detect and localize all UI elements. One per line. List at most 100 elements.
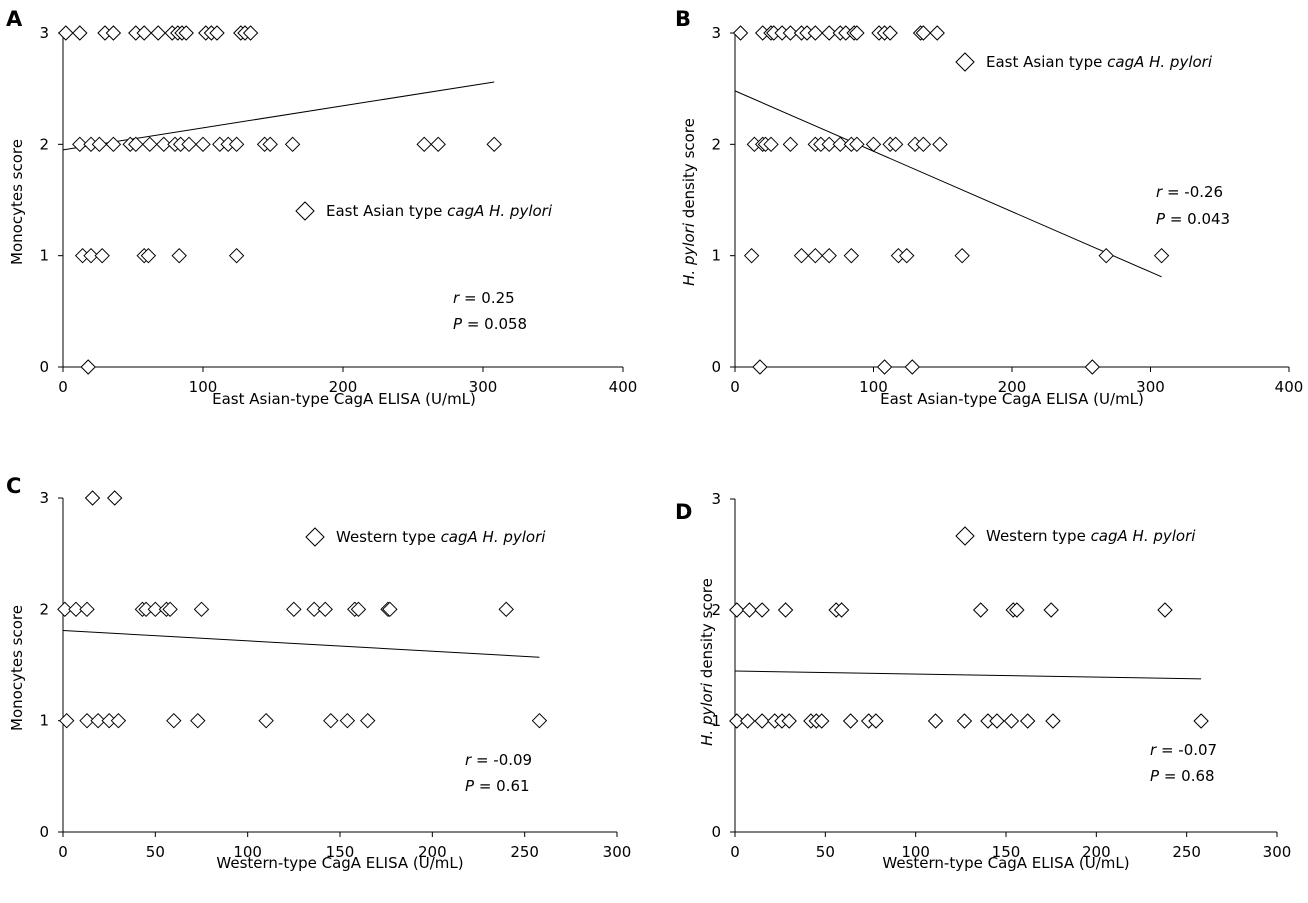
data-point (849, 136, 865, 153)
data-point (865, 136, 882, 153)
panel-c: C 0 50 100 150 200 250 300 0 1 2 3 Western-type Ca… (6, 474, 631, 872)
legend: East Asian type cagA H. pylori (955, 52, 1213, 72)
data-point (80, 359, 96, 375)
stat-r-value: = -0.07 (1156, 741, 1217, 759)
data-point (932, 136, 948, 153)
data-point (814, 713, 830, 729)
stat-p: P = 0.058 (453, 315, 527, 333)
x-tick-label: 100 (189, 378, 218, 396)
data-point (915, 136, 932, 153)
legend-marker (295, 201, 315, 221)
data-point (849, 25, 865, 41)
data-point (904, 359, 920, 375)
stats: r = -0.26 P = 0.043 (1156, 183, 1230, 228)
trend-line (62, 629, 540, 658)
x-tick-label: 200 (998, 378, 1027, 396)
y-axis-label: H. pylori density score (680, 118, 698, 286)
data-point (323, 712, 339, 729)
data-point (882, 25, 898, 41)
data-point (258, 712, 274, 729)
y-tick-label: 3 (711, 490, 721, 508)
panel-a: A 0 100 200 300 400 0 1 2 3 East Asian-type CagA… (6, 7, 637, 408)
legend-text: Western type cagA H. pylori (986, 527, 1196, 545)
stat-r-value: = -0.09 (471, 751, 532, 769)
legend-italic: cagA H. pylori (441, 528, 547, 546)
y-tick-label: 1 (711, 247, 721, 265)
y-axis-label-rest: Monocytes score (8, 605, 26, 731)
data-point (162, 601, 178, 618)
data-point (741, 602, 758, 618)
panel-label: D (675, 500, 692, 524)
legend-marker (955, 52, 975, 72)
data-point (181, 136, 197, 153)
data-point (486, 136, 502, 153)
data-point (793, 247, 810, 264)
data-point (842, 713, 859, 729)
data-point (729, 602, 745, 618)
stats: r = -0.07 P = 0.68 (1150, 741, 1217, 785)
data-point (807, 25, 824, 41)
legend-italic: cagA H. pylori (1107, 53, 1213, 71)
y-tick-label: 0 (39, 823, 49, 841)
stat-r-symbol: r (453, 289, 460, 307)
x-tick-label: 0 (730, 843, 740, 861)
y-tick-label: 0 (711, 358, 721, 376)
data-point (286, 601, 302, 618)
x-axis-label: East Asian-type CagA ELISA (U/mL) (880, 390, 1144, 408)
y-tick-label: 0 (711, 823, 721, 841)
stat-r: r = -0.26 (1156, 183, 1223, 201)
data-point (732, 25, 749, 41)
stat-p-value: = 0.61 (474, 777, 530, 795)
x-tick-label: 200 (1082, 843, 1111, 861)
legend-italic: cagA H. pylori (1091, 527, 1197, 545)
x-axis-label: East Asian-type CagA ELISA (U/mL) (212, 390, 476, 408)
data-point (209, 25, 225, 41)
panel-d: D 0 50 100 150 200 250 300 0 1 2 3 Western-type Ca… (675, 490, 1291, 872)
stat-r-value: = -0.26 (1162, 183, 1223, 201)
stat-p-symbol: P (1150, 767, 1160, 785)
data-point (989, 713, 1005, 729)
x-tick-label: 400 (1275, 378, 1304, 396)
x-tick-label: 100 (901, 843, 930, 861)
data-point (807, 247, 824, 264)
legend: Western type cagA H. pylori (305, 527, 547, 547)
stats: r = -0.09 P = 0.61 (465, 751, 532, 795)
y-tick-label: 1 (39, 712, 49, 730)
panel-label: C (6, 474, 21, 498)
y-axis-label-rest: Monocytes score (8, 139, 26, 265)
ticks: 0 50 100 150 200 250 300 0 1 2 3 (39, 489, 631, 861)
data-point (195, 136, 211, 153)
data-point (752, 359, 768, 375)
y-tick-label: 2 (711, 135, 721, 153)
trend-line (734, 670, 1202, 680)
legend-prefix: Western type (986, 527, 1091, 545)
stat-p-symbol: P (465, 777, 475, 795)
points (57, 490, 548, 729)
data-point (1003, 713, 1020, 729)
data-point (821, 247, 837, 264)
data-point (136, 25, 152, 41)
trend-line-group (734, 670, 1202, 680)
data-point (1153, 247, 1170, 264)
data-point (781, 713, 797, 729)
legend-prefix: Western type (336, 528, 441, 546)
x-axis-label: Western-type CagA ELISA (U/mL) (882, 854, 1129, 872)
data-point (72, 25, 88, 41)
stat-r-symbol: r (1156, 183, 1163, 201)
data-point (1009, 602, 1025, 618)
x-tick-label: 0 (58, 378, 68, 396)
x-tick-label: 300 (1263, 843, 1292, 861)
data-point (416, 136, 432, 153)
data-point (1193, 713, 1209, 729)
points (732, 25, 1170, 375)
legend-text: East Asian type cagA H. pylori (326, 202, 553, 220)
stat-p-value: = 0.68 (1159, 767, 1215, 785)
stat-p-value: = 0.043 (1165, 210, 1230, 228)
data-point (782, 136, 799, 153)
data-point (1098, 247, 1114, 264)
y-tick-label: 2 (711, 601, 721, 619)
y-tick-label: 1 (711, 712, 721, 730)
data-point (142, 136, 158, 153)
stat-p: P = 0.68 (1150, 767, 1215, 785)
data-point (79, 601, 95, 618)
